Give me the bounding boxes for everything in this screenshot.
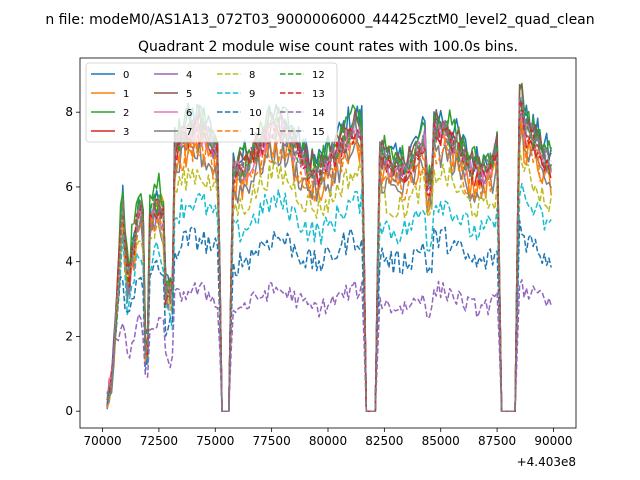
legend-label-3: 3 bbox=[123, 127, 129, 138]
legend-label-1: 1 bbox=[123, 89, 129, 100]
y-tick-label: 2 bbox=[65, 329, 73, 343]
figure-suptitle: n file: modeM0/AS1A13_072T03_9000006000_… bbox=[45, 12, 594, 28]
legend-label-14: 14 bbox=[312, 108, 325, 119]
y-axis: 0 2 4 6 8 bbox=[65, 105, 80, 418]
legend-label-12: 12 bbox=[312, 70, 325, 81]
series-line-8 bbox=[106, 147, 552, 412]
series-line-14 bbox=[106, 279, 552, 412]
x-offset-text: +4.403e8 bbox=[517, 455, 576, 469]
series-line-11 bbox=[106, 124, 552, 412]
legend-label-15: 15 bbox=[312, 127, 325, 138]
y-tick-label: 8 bbox=[65, 105, 73, 119]
x-tick-label: 70000 bbox=[83, 434, 121, 448]
x-tick-label: 77500 bbox=[253, 434, 291, 448]
x-tick-label: 87500 bbox=[478, 434, 516, 448]
x-tick-label: 72500 bbox=[140, 434, 178, 448]
y-tick-label: 0 bbox=[65, 404, 73, 418]
x-axis: 70000 72500 75000 77500 80000 82500 85000 87500… bbox=[83, 428, 573, 448]
series-line-10 bbox=[106, 219, 552, 412]
x-tick-label: 75000 bbox=[196, 434, 234, 448]
x-tick-label: 85000 bbox=[422, 434, 460, 448]
x-tick-label: 80000 bbox=[309, 434, 347, 448]
y-tick-label: 6 bbox=[65, 180, 73, 194]
legend-label-6: 6 bbox=[186, 108, 192, 119]
legend-box bbox=[85, 62, 338, 143]
series-line-7 bbox=[106, 125, 552, 412]
series-line-9 bbox=[106, 182, 552, 412]
chart-title: Quadrant 2 module wise count rates with … bbox=[138, 39, 518, 55]
legend-label-7: 7 bbox=[186, 127, 192, 138]
legend-label-5: 5 bbox=[186, 89, 192, 100]
y-tick-label: 4 bbox=[65, 255, 73, 269]
legend-label-4: 4 bbox=[186, 70, 192, 81]
legend-label-13: 13 bbox=[312, 89, 325, 100]
legend-label-11: 11 bbox=[249, 127, 262, 138]
x-tick-label: 82500 bbox=[365, 434, 403, 448]
legend-label-9: 9 bbox=[249, 89, 255, 100]
legend-label-8: 8 bbox=[249, 70, 255, 81]
legend-label-0: 0 bbox=[123, 70, 129, 81]
legend-label-2: 2 bbox=[123, 108, 129, 119]
x-tick-label: 90000 bbox=[534, 434, 572, 448]
legend-label-10: 10 bbox=[249, 108, 262, 119]
